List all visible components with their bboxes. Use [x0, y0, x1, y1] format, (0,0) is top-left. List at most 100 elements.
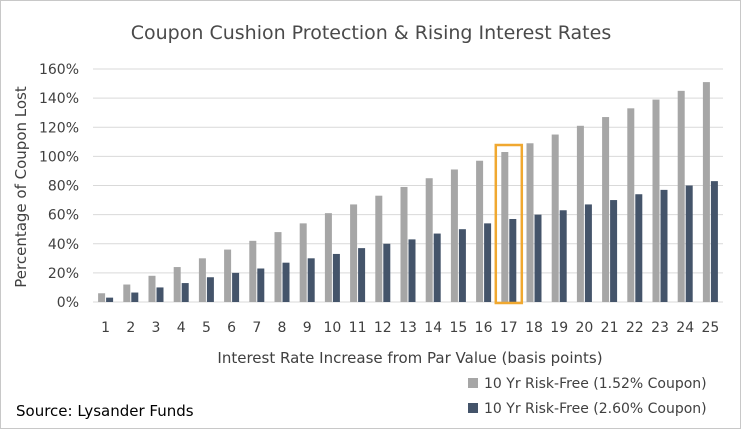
x-tick-label: 17 — [500, 320, 518, 336]
legend: 10 Yr Risk-Free (1.52% Coupon) 10 Yr Risk… — [468, 376, 707, 417]
y-tick-label: 120% — [39, 120, 79, 136]
bar-series-1 — [173, 267, 181, 302]
bar-series-2 — [131, 292, 139, 302]
bar-series-2 — [559, 210, 567, 302]
x-tick-label: 19 — [550, 320, 568, 336]
legend-label: 10 Yr Risk-Free (1.52% Coupon) — [484, 376, 707, 392]
x-tick-label: 3 — [152, 320, 161, 336]
x-tick-label: 4 — [177, 320, 186, 336]
bar-series-2 — [433, 233, 441, 302]
x-axis-ticks: 1 2 3 4 5 6 7 8 9 10 11 12 13 14 15 16 17 18 19 20 21 22 23 24 2… — [101, 320, 719, 336]
bar-series-1 — [350, 204, 358, 302]
bar-series-2 — [408, 239, 416, 302]
y-tick-label: 20% — [48, 266, 79, 282]
bar-series-2 — [458, 229, 466, 302]
legend-label: 10 Yr Risk-Free (2.60% Coupon) — [484, 401, 707, 417]
bar-series-2 — [206, 277, 214, 302]
bar-series-2 — [358, 248, 366, 302]
bar-series-2 — [710, 181, 718, 302]
bar-series-1 — [501, 152, 509, 302]
legend-swatch — [468, 403, 478, 413]
bar-series-2 — [660, 189, 668, 302]
bar-series-1 — [324, 213, 332, 302]
y-tick-label: 140% — [39, 91, 79, 107]
y-axis-title: Percentage of Coupon Lost — [12, 86, 30, 288]
gridlines — [93, 68, 723, 303]
bar-series-1 — [702, 82, 710, 302]
bar-series-1 — [677, 90, 685, 302]
bar-series-1 — [198, 258, 206, 302]
x-tick-label: 22 — [626, 320, 644, 336]
x-tick-label: 18 — [525, 320, 543, 336]
bar-series-2 — [383, 243, 391, 302]
x-axis-title: Interest Rate Increase from Par Value (b… — [217, 349, 602, 367]
x-tick-label: 7 — [252, 320, 261, 336]
bar-series-2 — [156, 287, 164, 302]
bar-series-1 — [551, 134, 559, 302]
x-tick-label: 21 — [601, 320, 619, 336]
x-tick-label: 15 — [449, 320, 467, 336]
bar-series-2 — [282, 262, 290, 302]
bar-series-2 — [584, 204, 592, 302]
highlight-box — [494, 143, 524, 305]
x-tick-label: 16 — [475, 320, 493, 336]
y-tick-label: 40% — [48, 237, 79, 253]
bar-series-2 — [181, 283, 189, 302]
bar-series-2 — [484, 223, 492, 302]
bar-series-1 — [476, 160, 484, 302]
x-tick-label: 13 — [399, 320, 417, 336]
x-tick-label: 11 — [349, 320, 367, 336]
bar-series-1 — [249, 240, 257, 302]
bar-series-1 — [400, 186, 408, 302]
bar-series-2 — [610, 200, 618, 302]
bar-series-2 — [332, 253, 340, 302]
bars — [98, 82, 718, 305]
x-tick-label: 9 — [303, 320, 312, 336]
bar-series-1 — [148, 275, 156, 302]
bar-series-2 — [509, 218, 517, 302]
x-tick-label: 24 — [676, 320, 694, 336]
bar-series-1 — [602, 117, 610, 303]
bar-series-1 — [375, 195, 383, 302]
bar-series-1 — [123, 284, 131, 302]
bar-series-2 — [534, 214, 542, 302]
bar-series-1 — [450, 169, 458, 302]
legend-swatch — [468, 378, 478, 388]
y-tick-label: 100% — [39, 149, 79, 165]
y-tick-label: 80% — [48, 179, 79, 195]
bar-series-2 — [232, 272, 240, 302]
x-tick-label: 23 — [651, 320, 669, 336]
chart-title: Coupon Cushion Protection & Rising Inter… — [131, 22, 611, 44]
x-tick-label: 20 — [575, 320, 593, 336]
x-tick-label: 2 — [126, 320, 135, 336]
bar-series-1 — [526, 143, 534, 302]
x-tick-label: 8 — [278, 320, 287, 336]
y-tick-label: 160% — [39, 62, 79, 78]
x-tick-label: 10 — [323, 320, 341, 336]
bar-series-1 — [224, 249, 232, 302]
x-tick-label: 25 — [701, 320, 719, 336]
bar-series-2 — [685, 185, 693, 302]
y-tick-label: 0% — [57, 295, 79, 311]
x-tick-label: 12 — [374, 320, 392, 336]
bar-series-2 — [257, 268, 265, 302]
bar-series-1 — [425, 178, 433, 302]
bar-series-2 — [635, 194, 643, 302]
x-tick-label: 6 — [227, 320, 236, 336]
bar-series-1 — [299, 223, 307, 302]
y-tick-label: 60% — [48, 208, 79, 224]
bar-series-1 — [274, 232, 282, 302]
y-axis-ticks: 0% 20% 40% 60% 80% 100% 120% 140% 160% — [39, 62, 79, 311]
bar-series-1 — [576, 125, 584, 302]
x-tick-label: 1 — [101, 320, 110, 336]
bar-series-1 — [652, 99, 660, 302]
bar-series-2 — [106, 297, 114, 302]
bar-series-1 — [98, 293, 106, 302]
bar-series-2 — [307, 258, 315, 302]
bar-series-1 — [627, 108, 635, 302]
x-tick-label: 5 — [202, 320, 211, 336]
source-note: Source: Lysander Funds — [16, 402, 194, 420]
x-tick-label: 14 — [424, 320, 442, 336]
